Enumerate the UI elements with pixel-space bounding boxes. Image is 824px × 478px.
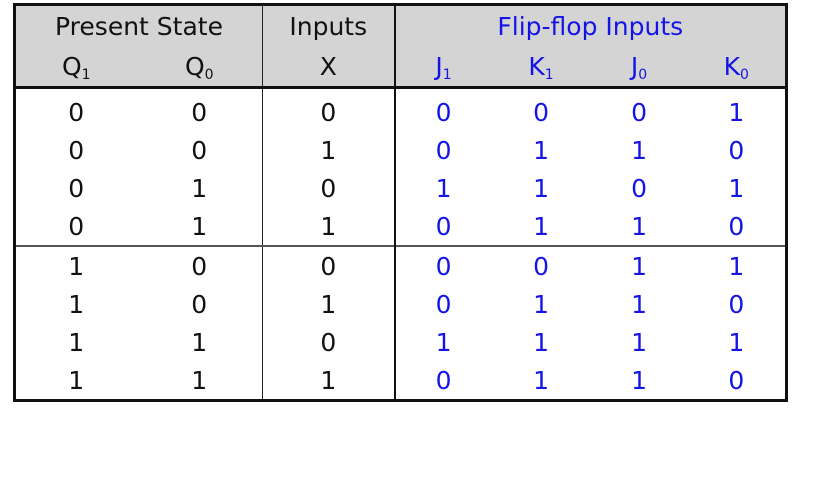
k1-cell: 1 [533,365,549,395]
k1-subscript: 1 [544,66,554,83]
q0-column-header: Q0 [136,46,264,89]
q1-cell: 1 [68,289,85,319]
table-row: 0 0 1 0 1 1 0 [15,131,787,169]
j1-column-header: J1 [394,46,492,89]
x-cell: 0 [262,245,396,285]
q1-subscript: 1 [81,66,91,83]
q1-cell: 0 [68,135,85,165]
k0-label: K [723,51,741,81]
k0-subscript: 0 [740,66,749,83]
x-cell: 0 [262,87,396,131]
j0-subscript: 0 [638,66,648,83]
q1-cell: 0 [68,211,85,241]
j1-subscript: 1 [442,66,452,83]
table-row: 0 0 0 0 0 0 1 [15,87,787,131]
k1-cell: 1 [533,289,549,319]
q0-subscript: 0 [204,66,214,83]
x-column-header: X [262,46,396,89]
q0-cell: 0 [136,285,264,323]
k0-cell: 0 [728,211,745,241]
table-row: 1 0 1 0 1 1 0 [15,285,787,323]
j1-cell: 0 [435,289,452,319]
k1-cell: 1 [533,211,549,241]
j1-cell: 0 [435,211,452,241]
k0-cell: 1 [728,97,745,127]
k0-cell: 0 [728,365,745,395]
q0-cell: 1 [136,169,264,207]
x-cell: 1 [262,361,396,401]
j0-cell: 0 [631,97,647,127]
j1-cell: 1 [435,173,452,203]
table-row: 1 1 0 1 1 1 1 [15,323,787,361]
k1-cell: 1 [533,327,549,357]
k0-cell: 1 [728,327,745,357]
k1-cell: 0 [533,97,549,127]
j0-cell: 1 [631,289,647,319]
k0-column-header: K0 [687,46,787,89]
q1-cell: 0 [68,173,85,203]
q0-cell: 1 [136,323,264,361]
j0-cell: 1 [631,135,647,165]
j0-cell: 1 [631,327,647,357]
k1-label: K [528,51,545,81]
k1-cell: 1 [533,135,549,165]
k1-cell: 0 [491,245,591,285]
inputs-header: Inputs [262,4,396,46]
j1-label: J [435,51,443,81]
table-row: 0 1 0 1 1 0 1 [15,169,787,207]
k1-cell: 1 [533,173,549,203]
q1-label: Q [61,51,82,81]
present-state-header: Present State [14,4,264,46]
q0-label: Q [184,51,205,81]
q0-cell: 0 [136,131,264,169]
table-body: 0 0 0 0 0 0 1 0 0 1 0 1 1 0 0 1 0 1 1 0 … [14,87,787,401]
j0-label: J [630,51,639,81]
q0-cell: 0 [136,245,264,285]
table-row: 0 1 1 0 1 1 0 [15,207,787,246]
x-cell: 0 [262,323,396,361]
x-cell: 1 [262,207,396,246]
x-cell: 1 [262,285,396,323]
j0-cell: 0 [631,173,647,203]
table-header: Present State Inputs Flip-flop Inputs Q1… [14,4,787,89]
k0-cell: 1 [687,245,787,285]
q1-cell: 1 [68,365,85,395]
table-row: 1 0 0 0 0 1 1 [14,245,787,285]
j1-cell: 0 [435,365,452,395]
j1-cell: 0 [435,135,452,165]
table-row: 1 1 1 0 1 1 0 [15,361,787,401]
flipflop-inputs-header: Flip-flop Inputs [394,4,787,46]
k0-cell: 0 [728,135,745,165]
q1-column-header: Q1 [14,46,137,89]
k0-cell: 0 [728,289,745,319]
q1-cell: 1 [68,327,85,357]
k0-cell: 1 [728,173,745,203]
x-cell: 0 [262,169,396,207]
jk-flipflop-excitation-table: Present State Inputs Flip-flop Inputs Q1… [13,3,789,402]
j0-column-header: J0 [590,46,688,89]
j1-cell: 1 [435,327,452,357]
q0-cell: 1 [136,361,264,401]
q1-cell: 1 [14,245,137,285]
j1-cell: 0 [435,97,452,127]
j0-cell: 1 [631,211,647,241]
q0-cell: 1 [136,207,264,246]
j0-cell: 1 [631,365,647,395]
j1-cell: 0 [394,245,492,285]
j0-cell: 1 [590,245,688,285]
q0-cell: 0 [136,87,264,131]
q1-cell: 0 [68,97,85,127]
k1-column-header: K1 [491,46,591,89]
x-cell: 1 [262,131,396,169]
